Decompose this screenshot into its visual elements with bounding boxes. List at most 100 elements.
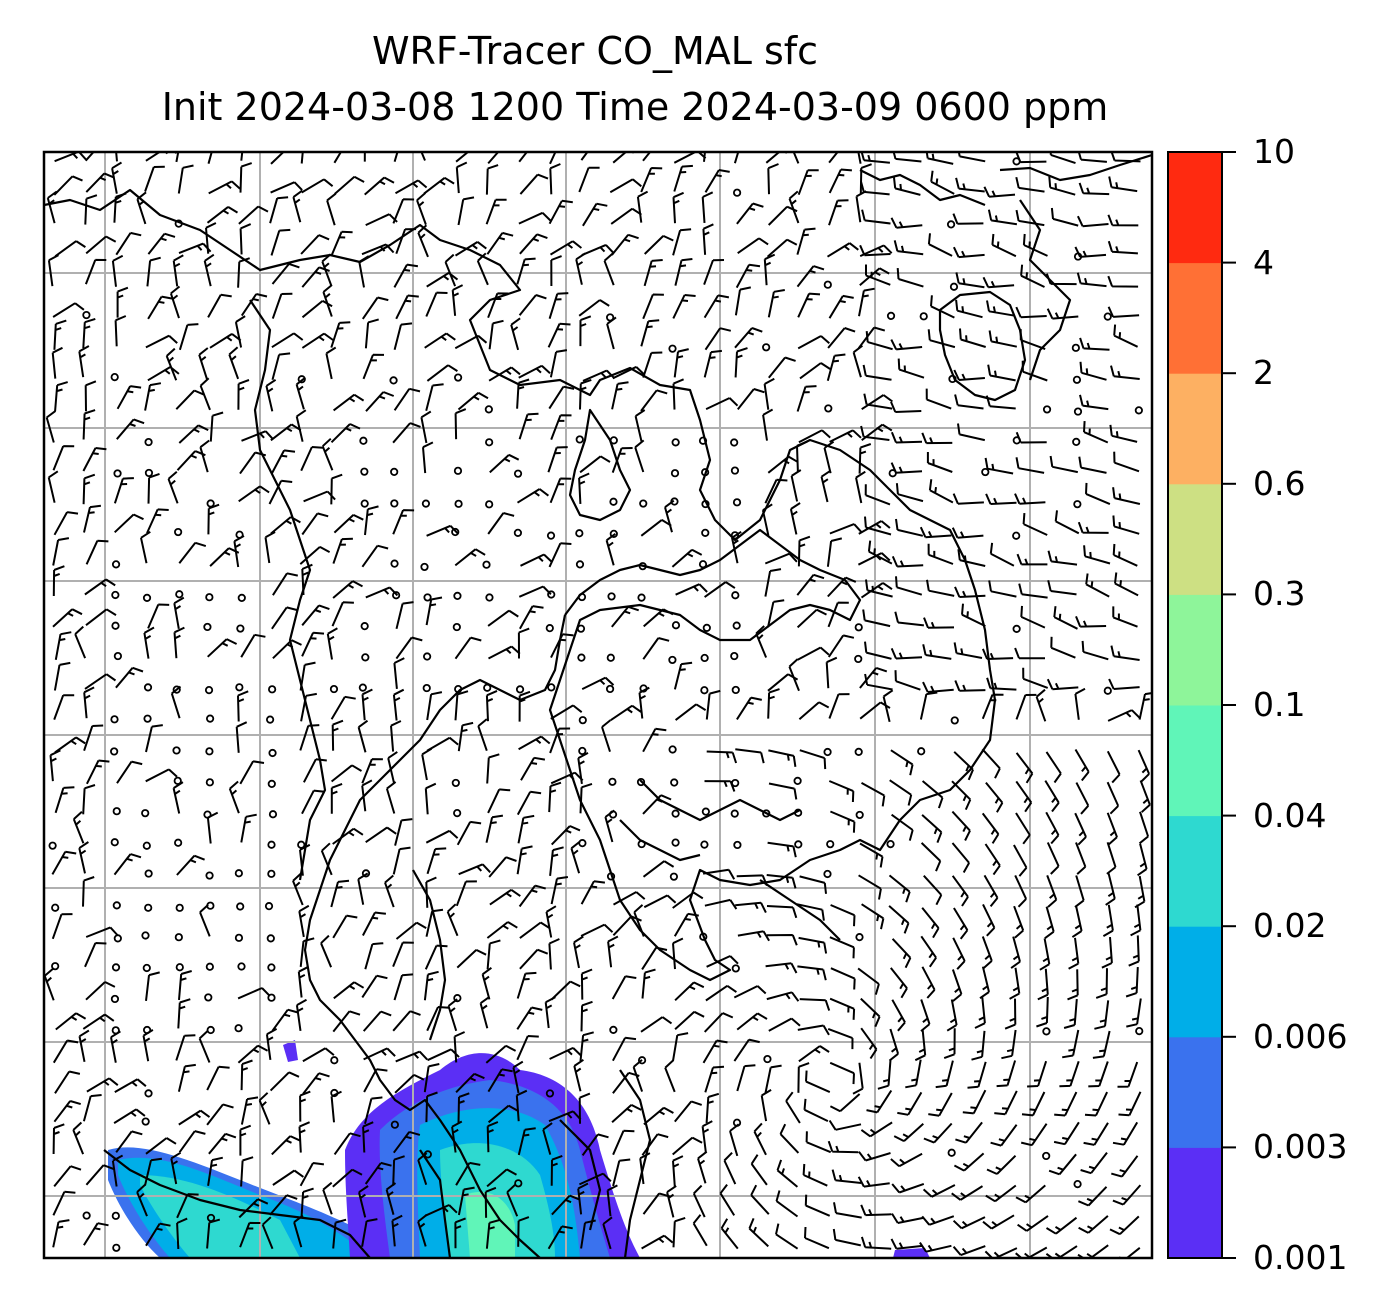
wind-barb [828,693,850,719]
wind-barb [142,1029,154,1062]
wind-barb [829,523,863,535]
wind-barb [518,412,539,440]
wind-barb [145,1137,177,1155]
wind-barb [606,316,617,350]
wind-barb [612,152,643,164]
calm-wind-marker [886,840,895,849]
wind-barb [1107,709,1141,722]
wind-barb [365,586,399,599]
wind-barb [994,1090,1018,1116]
wind-barb [766,905,798,919]
wind-barb [862,364,892,381]
wind-barb [633,904,645,937]
wind-barb [792,152,800,164]
wind-barb [1045,751,1062,784]
wind-barb [581,676,615,690]
calm-wind-marker [360,622,369,631]
wind-barb [487,1104,519,1124]
wind-barb [1101,937,1113,969]
wind-barb [548,542,572,568]
wind-barb [985,493,1017,505]
wind-barb [581,243,615,257]
wind-barb [1013,905,1025,939]
wind-barb [1050,207,1079,227]
wind-barb [981,936,993,969]
wind-barb [177,1063,196,1092]
wind-barb [928,479,954,504]
wind-barb [83,724,104,752]
wind-barb [54,631,72,660]
wind-barb [297,965,310,998]
calm-wind-marker [513,528,523,537]
wind-barb [1118,1091,1142,1117]
wind-barb [206,206,239,224]
wind-barb [990,1124,1018,1147]
wind-barb [865,264,891,286]
wind-barb [364,505,379,536]
wind-barb [642,727,667,753]
wind-barb [486,753,500,784]
wind-barb [457,1092,470,1124]
wind-barb [395,179,428,195]
wind-barb [799,998,831,1011]
wind-barb [454,334,488,350]
wind-barb [737,930,770,942]
wind-barb [991,233,1017,258]
calm-wind-marker [144,903,153,912]
wind-barb [927,233,953,257]
wind-barb [271,352,291,380]
calm-wind-marker [174,527,183,537]
wind-barb [723,1151,737,1185]
wind-barb [672,294,696,319]
wind-barb [320,934,333,968]
wind-barb [111,1154,124,1187]
wind-barb [767,688,780,719]
wind-barb [178,970,192,1000]
wind-barb [330,473,343,505]
wind-barb [145,152,178,162]
wind-barb [1013,844,1028,877]
wind-barb [1085,482,1111,506]
wind-barb [675,583,708,596]
wind-barb [487,152,500,165]
wind-barb [1071,905,1083,938]
wind-barb [827,601,849,628]
calm-wind-marker [111,560,121,569]
calm-wind-marker [390,1120,399,1129]
wind-barb [488,856,517,878]
wind-barb [858,1151,891,1162]
wind-barb [82,317,96,349]
wind-barb [326,192,337,226]
wind-barb [295,409,307,442]
wind-barb [332,914,358,939]
wind-barb [935,1060,954,1089]
wind-barb [303,490,336,503]
calm-wind-marker [205,593,214,602]
calm-wind-marker [763,1054,772,1064]
calm-wind-marker [609,529,618,538]
wind-barb [789,502,801,535]
wind-barb [299,661,316,691]
wind-barb [985,395,1016,410]
wind-barb [1021,360,1048,382]
wind-barb [548,385,575,410]
calm-wind-marker [205,778,214,787]
wind-barb [828,199,849,226]
wind-barb [178,323,199,351]
colorbar [1168,152,1222,1259]
wind-barb [205,222,217,254]
wind-barb [920,999,931,1032]
wind-barb [417,224,429,258]
wind-barb [987,209,1018,226]
calm-wind-marker [854,654,863,664]
wind-barb [765,152,796,164]
wind-barb [1079,394,1109,411]
wind-barb [547,322,571,348]
calm-wind-marker [823,869,832,879]
wind-barb [269,1071,300,1092]
calm-wind-marker [606,872,616,881]
wind-barb [894,670,921,691]
wind-barb [516,257,536,285]
wind-barb [85,608,117,626]
wind-barb [550,255,562,287]
